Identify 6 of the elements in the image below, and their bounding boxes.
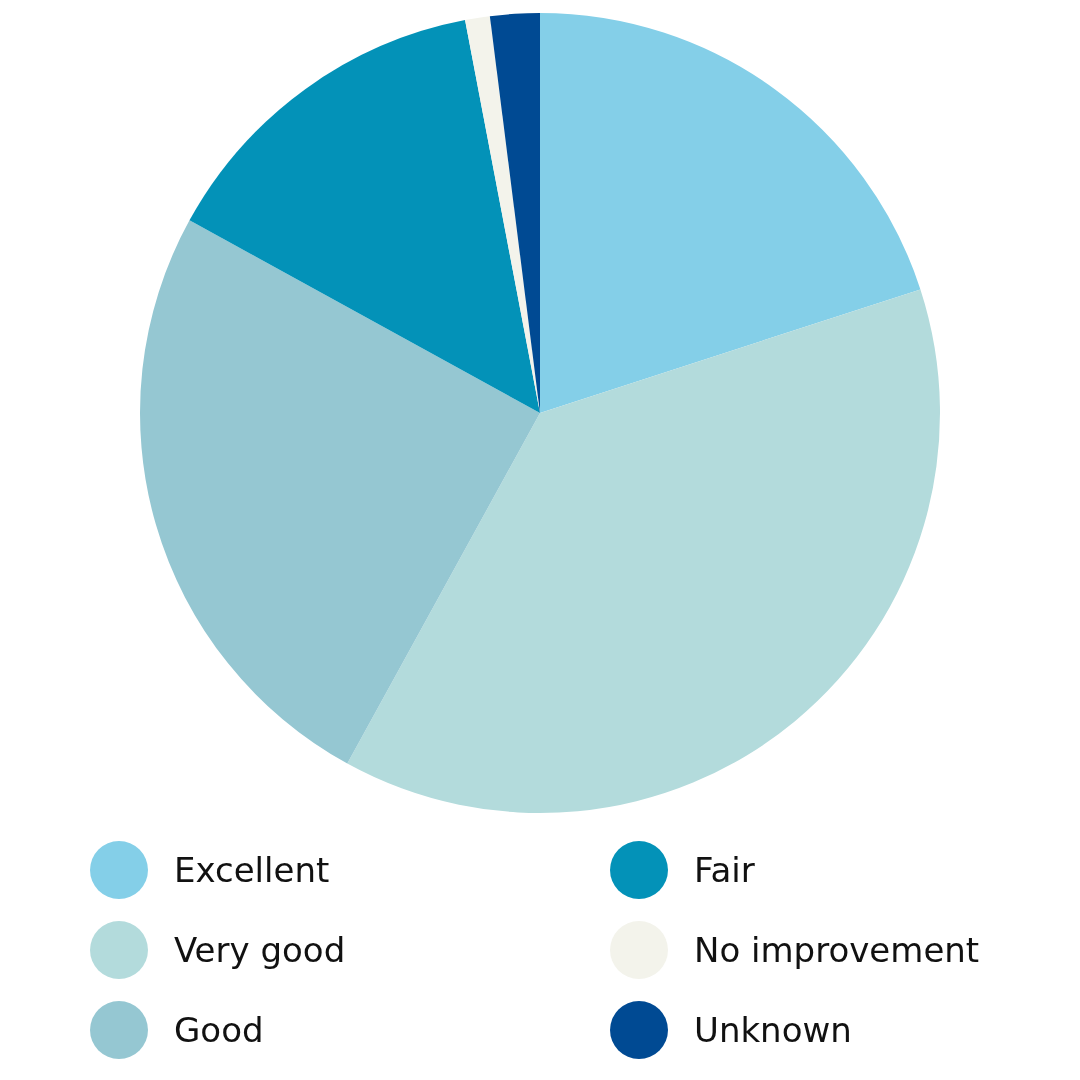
legend-label: Good bbox=[174, 1010, 264, 1050]
legend-label: Excellent bbox=[174, 850, 330, 890]
legend-label: Fair bbox=[694, 850, 755, 890]
legend-label: No improvement bbox=[694, 930, 980, 970]
legend-label: Very good bbox=[174, 930, 346, 970]
legend-label: Unknown bbox=[694, 1010, 852, 1050]
